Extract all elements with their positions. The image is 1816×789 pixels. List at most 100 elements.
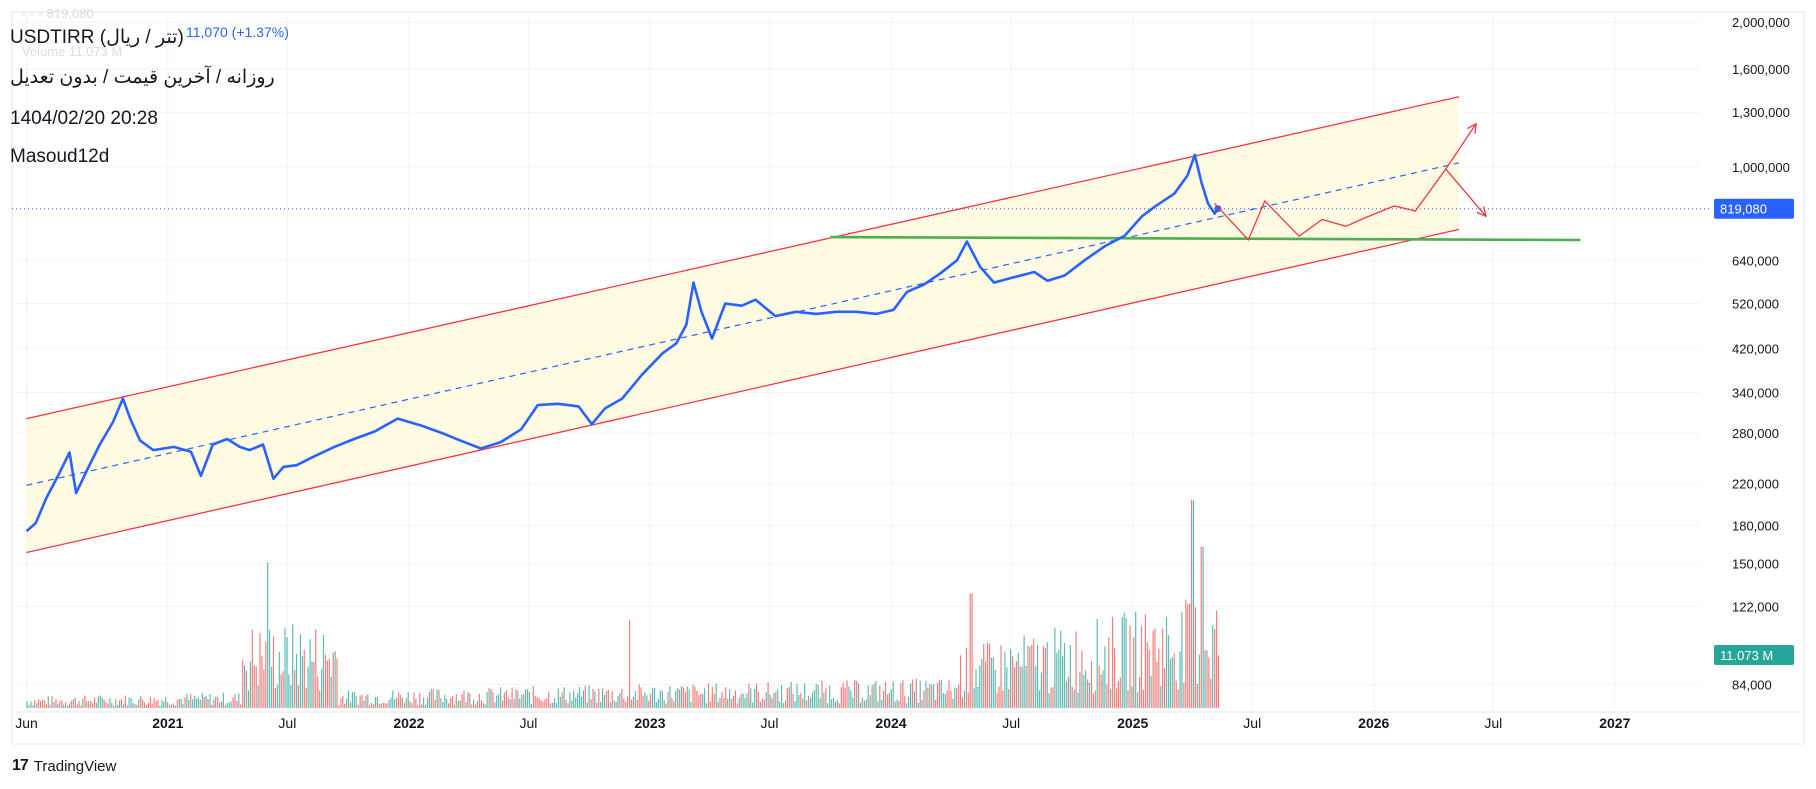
volume-bar [1216, 610, 1218, 708]
volume-bar [771, 698, 773, 708]
volume-bar [915, 678, 917, 708]
volume-bar [1088, 682, 1091, 708]
time-tick-label: Jul [519, 715, 537, 731]
volume-bar [151, 703, 153, 708]
volume-bar [1065, 681, 1068, 708]
projection-arrow-up-line [1445, 123, 1477, 170]
volume-bar [130, 698, 132, 708]
volume-bar [286, 637, 288, 708]
volume-bar [779, 701, 781, 708]
volume-bar [65, 702, 67, 708]
volume-bar [401, 697, 403, 708]
volume-bar [1096, 619, 1098, 708]
volume-bar [956, 688, 958, 708]
volume-bar [261, 655, 263, 708]
volume-bar [107, 703, 109, 708]
volume-bar [346, 698, 348, 708]
volume-bar [571, 700, 573, 708]
volume-bar [863, 701, 865, 708]
volume-bar [363, 700, 365, 708]
volume-bar [471, 704, 473, 708]
volume-bar [1169, 659, 1171, 708]
volume-bar [988, 644, 991, 708]
volume-bar [1167, 635, 1170, 708]
last-price-dot [1214, 205, 1222, 213]
price-tick-label: 420,000 [1732, 341, 1779, 356]
volume-bar [865, 699, 867, 708]
price-axis: 2,000,000 1,600,000 1,300,000 1,000,000 640,… [1732, 15, 1790, 692]
volume-bar [1090, 661, 1093, 708]
volume-bar [407, 692, 409, 708]
volume-bar [438, 690, 440, 708]
volume-bar [663, 700, 665, 708]
volume-bars [26, 500, 1220, 708]
current-volume-badge [1714, 645, 1794, 665]
volume-bar [817, 684, 819, 708]
volume-bar [883, 690, 885, 708]
volume-bar [690, 702, 692, 708]
volume-bar [1127, 690, 1129, 708]
volume-bar [1165, 617, 1168, 708]
volume-bar [195, 698, 198, 708]
time-tick-label: 2022 [393, 715, 424, 731]
volume-bar [910, 683, 912, 708]
volume-bar [207, 699, 209, 708]
volume-bar [592, 689, 594, 708]
volume-bar [908, 696, 910, 708]
volume-bar [536, 697, 538, 708]
symbol-title[interactable]: USDTIRR (تتر / ریال) [10, 27, 184, 48]
volume-bar [1162, 628, 1164, 708]
volume-bar [1206, 650, 1208, 708]
volume-bar [850, 690, 852, 708]
volume-bar [952, 698, 954, 708]
volume-bar [167, 702, 169, 708]
volume-bar [398, 692, 400, 708]
volume-bar [1025, 665, 1027, 708]
chart-author[interactable]: Masoud12d [10, 146, 110, 167]
volume-bar [657, 698, 659, 708]
volume-bar [1139, 677, 1141, 708]
volume-bar [881, 699, 883, 708]
volume-bar [807, 695, 810, 708]
volume-bar [1100, 674, 1102, 708]
volume-bar [172, 703, 174, 708]
volume-bar [142, 699, 144, 708]
volume-bar [376, 696, 378, 708]
volume-bar [1198, 654, 1200, 708]
volume-bar [938, 680, 940, 708]
volume-bar [1075, 631, 1077, 708]
volume-bar [698, 694, 700, 708]
volume-bar [43, 700, 46, 708]
volume-bar [301, 655, 303, 708]
volume-bar [973, 688, 975, 708]
volume-bar [367, 694, 369, 708]
volume-bar [884, 681, 887, 708]
volume-bar [782, 703, 785, 708]
volume-bar [833, 698, 835, 708]
volume-bar [679, 689, 681, 708]
volume-bar [440, 698, 442, 708]
volume-bar [421, 704, 423, 708]
volume-bar [93, 697, 96, 708]
volume-bar [257, 685, 259, 708]
volume-bar [1164, 668, 1166, 708]
volume-bar [399, 695, 402, 708]
volume-bar [761, 698, 763, 708]
price-tick-label: 1,600,000 [1732, 62, 1790, 77]
volume-bar [1196, 684, 1198, 708]
volume-bar [209, 694, 211, 708]
tradingview-logo[interactable]: 17 TradingView [12, 757, 116, 775]
volume-bar [640, 687, 642, 708]
volume-bar [147, 703, 149, 708]
volume-bar [638, 684, 640, 708]
volume-bar [297, 685, 300, 708]
volume-bar [1017, 652, 1019, 708]
price-tick-label: 340,000 [1732, 385, 1779, 400]
volume-bar [118, 700, 121, 708]
volume-bar [317, 676, 319, 708]
volume-bar [1112, 616, 1114, 708]
volume-bar [586, 702, 588, 708]
volume-bar [1056, 652, 1058, 708]
volume-bar [451, 695, 454, 708]
